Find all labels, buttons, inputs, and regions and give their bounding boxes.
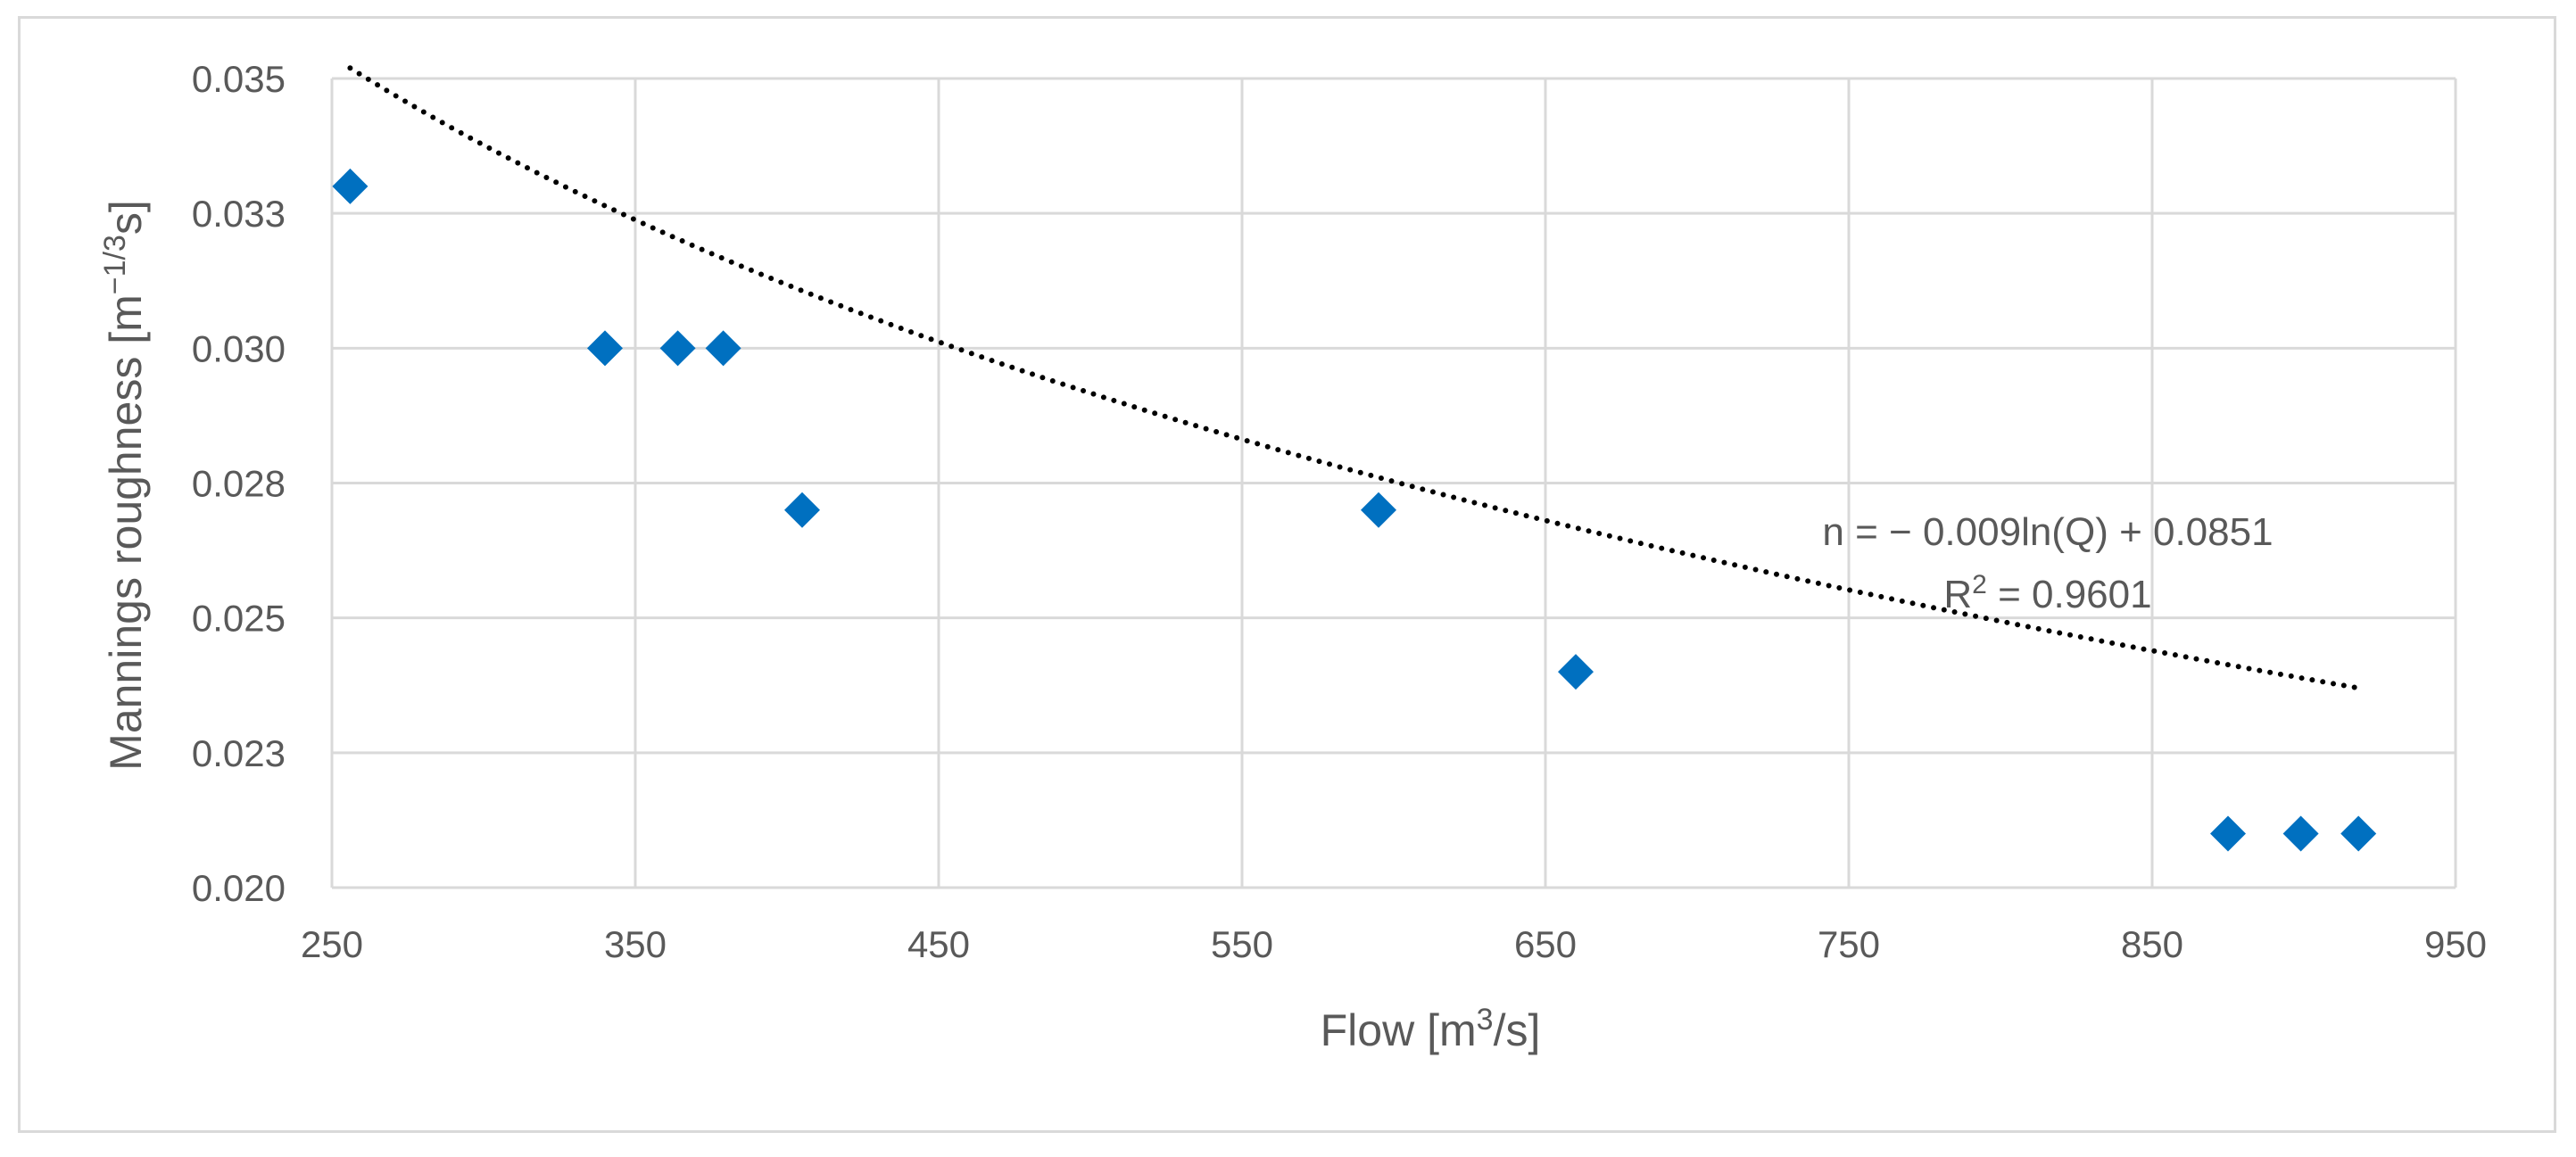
data-point — [587, 330, 623, 367]
x-tick-label: 950 — [2424, 923, 2487, 965]
data-point — [332, 168, 369, 204]
data-point — [1361, 492, 1396, 528]
r-squared-label: R2 = 0.9601 — [1943, 570, 2151, 616]
data-point — [659, 330, 696, 367]
x-tick-label: 750 — [1818, 923, 1880, 965]
data-points — [332, 168, 2377, 852]
data-point — [1558, 654, 1594, 690]
y-tick-label: 0.030 — [192, 327, 286, 369]
y-tick-label: 0.025 — [192, 598, 286, 640]
y-tick-label: 0.023 — [192, 732, 286, 774]
data-point — [705, 330, 741, 367]
y-tick-label: 0.035 — [192, 58, 286, 100]
trendline-equation: n = − 0.009ln(Q) + 0.0851 — [1822, 510, 2273, 554]
data-point — [784, 492, 820, 528]
data-point — [2282, 815, 2319, 852]
gridlines — [330, 77, 2457, 889]
y-tick-labels: 0.020 0.023 0.025 0.028 0.030 0.033 0.035 — [192, 58, 286, 909]
x-tick-labels: 250 350 450 550 650 750 850 950 — [301, 923, 2487, 965]
x-tick-label: 550 — [1211, 923, 1273, 965]
x-tick-label: 250 — [301, 923, 363, 965]
x-tick-label: 850 — [2121, 923, 2183, 965]
x-tick-label: 350 — [604, 923, 667, 965]
y-axis-title: Mannings roughness [m−1/3s] — [98, 200, 151, 771]
y-tick-label: 0.020 — [192, 867, 286, 909]
data-point — [2210, 815, 2246, 852]
x-tick-label: 450 — [907, 923, 970, 965]
x-axis-title: Flow [m3/s] — [1321, 1003, 1541, 1055]
y-tick-label: 0.033 — [192, 193, 286, 235]
y-tick-label: 0.028 — [192, 463, 286, 505]
chart-frame — [18, 16, 2556, 1133]
data-point — [2340, 815, 2377, 852]
x-tick-label: 650 — [1514, 923, 1577, 965]
